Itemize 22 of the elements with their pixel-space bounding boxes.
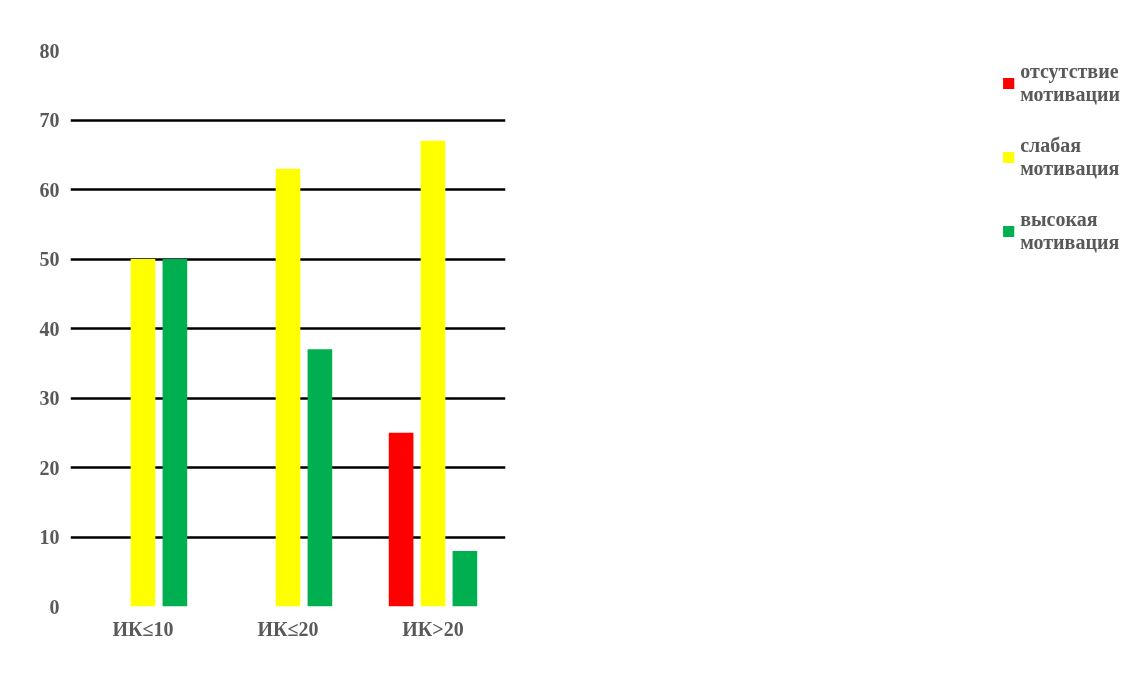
y-tick-label: 40 (39, 317, 60, 340)
y-tick-label: 10 (39, 526, 60, 548)
y-tick-label: 70 (39, 109, 60, 131)
y-tick-label: 80 (39, 39, 60, 62)
legend-label: слабая мотивация (1020, 134, 1120, 180)
y-tick-label: 30 (39, 387, 60, 409)
legend-label: высокая мотивация (1020, 208, 1120, 254)
y-tick-label: 20 (39, 456, 60, 479)
bar (420, 140, 446, 607)
bar (452, 550, 478, 607)
bar (162, 259, 188, 607)
y-tick-label: 60 (39, 178, 60, 201)
x-tick-label: ИК>20 (402, 617, 464, 640)
bar (130, 259, 156, 607)
legend-label: отсутствие мотивации (1020, 60, 1120, 106)
bar (307, 349, 333, 607)
y-tick-label: 0 (49, 595, 60, 618)
bar (388, 432, 414, 607)
y-tick-label: 50 (39, 248, 60, 270)
x-tick-label: ИК≤10 (112, 617, 174, 640)
bar (275, 168, 301, 607)
x-tick-label: ИК≤20 (257, 617, 319, 640)
